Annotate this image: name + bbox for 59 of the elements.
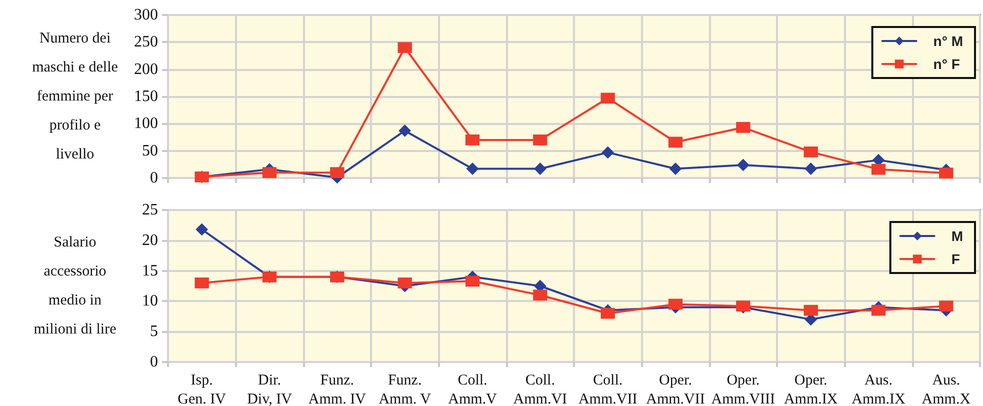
point [398,124,411,137]
y-tick-label: 50 [142,142,158,160]
y-tick-label: 150 [134,88,158,105]
point [533,134,548,146]
x-tick-label: Oper. Amm.VII [646,372,705,406]
point [194,277,209,288]
y-tick-label: 100 [134,115,158,132]
point [398,42,412,54]
x-tick-label: Oper. Amm.VIII [711,372,776,406]
x-tick-label: Coll. Amm.VII [578,372,638,406]
point [398,277,412,288]
point [939,168,954,179]
x-tick-label: Dir. Div, IV [247,372,292,406]
point [533,290,548,301]
point [534,162,546,175]
x-tick-label: Oper. Amm.IX [784,372,838,406]
y-tick-label: 5 [150,323,158,340]
legend-label: M [951,228,964,244]
point [668,298,682,310]
y-axis-title: Salario accessorio medio in milioni di lire [34,234,117,338]
legend-label: n° M [933,33,963,49]
x-tick-label: Aus. Amm.IX [852,372,906,406]
point [600,92,615,104]
point [939,300,954,312]
point [262,167,276,178]
x-tick-label: Coll. Amm.VI [513,372,568,406]
point [737,158,750,171]
point [466,162,478,175]
legend-label: n° F [933,56,960,72]
y-tick-label: 15 [142,262,158,280]
y-tick-label: 25 [142,202,158,218]
point [602,146,614,158]
y-tick-label: 0 [150,354,158,370]
legend-label: F [951,251,960,267]
point [872,164,886,175]
point [330,167,344,178]
y-tick-label: 250 [134,34,158,51]
point [670,162,682,175]
point [804,304,818,316]
y-axis-title: Numero dei maschi e delle femmine per profilo e livello [32,30,118,162]
point [196,223,208,236]
point [736,122,750,133]
point [804,146,818,158]
y-tick-label: 200 [134,60,158,78]
x-tick-label: Coll. Amm.V [448,372,498,406]
point [466,276,480,287]
x-tick-label: Funz. Amm. V [378,372,432,406]
point [804,162,817,175]
y-tick-label: 0 [150,170,158,186]
point [872,304,886,316]
point [466,134,480,146]
x-tick-label: Isp. Gen. IV [178,372,226,406]
point [668,136,682,148]
x-tick-label: Aus. Amm.X [922,372,971,406]
y-tick-label: 20 [142,232,158,249]
y-tick-label: 300 [134,6,158,24]
y-tick-label: 10 [142,292,158,310]
point [600,308,615,319]
x-tick-label: Funz. Amm. IV [308,372,366,406]
